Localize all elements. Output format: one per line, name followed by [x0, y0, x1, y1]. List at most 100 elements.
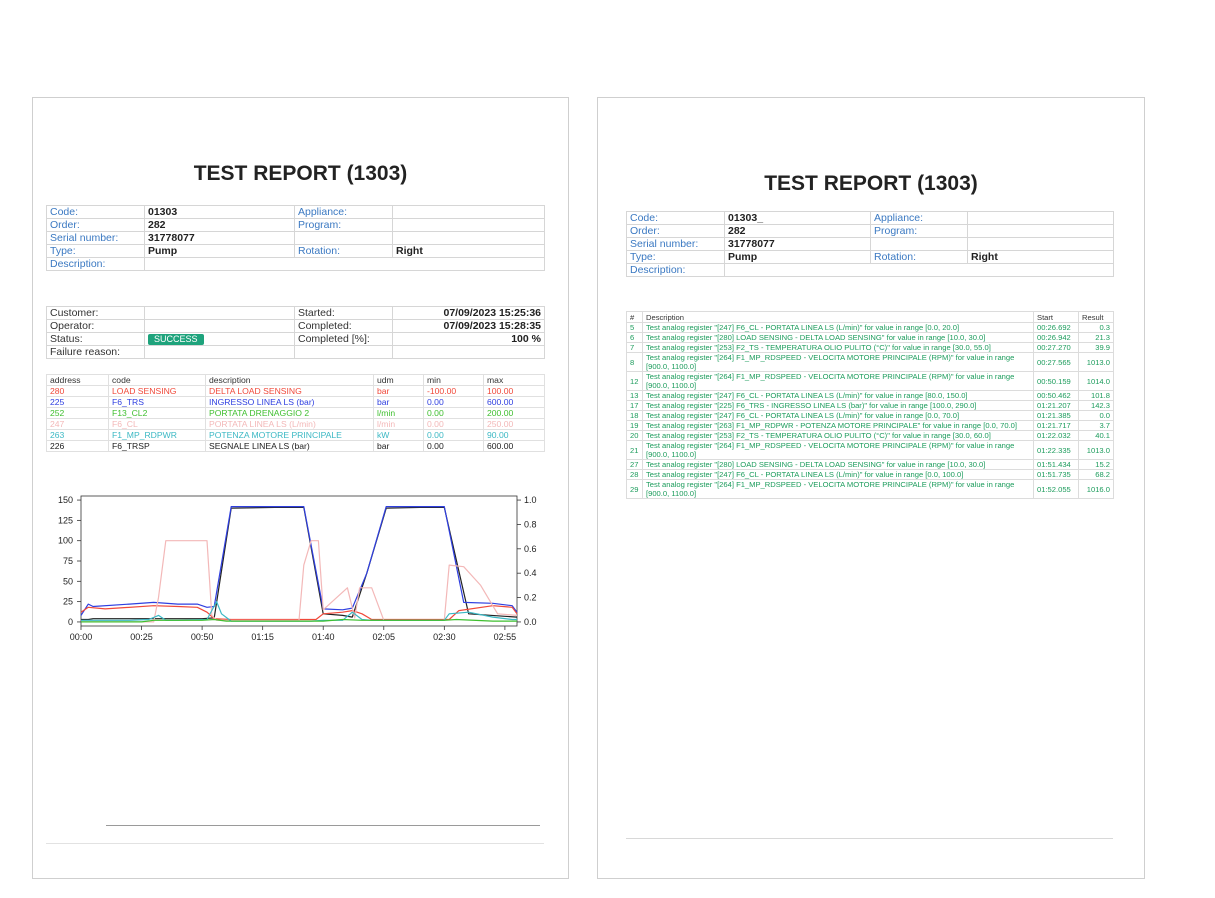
step-row: 8 Test analog register "[264] F1_MP_RDSPE…	[626, 352, 1114, 372]
col-address: address	[46, 374, 109, 386]
register-max: 90.00	[483, 429, 545, 441]
col-code: code	[108, 374, 206, 386]
step-n: 12	[626, 371, 643, 391]
register-code: F13_CL2	[108, 407, 206, 419]
step-row: 12 Test analog register "[264] F1_MP_RDSP…	[626, 371, 1114, 391]
y-left-tick-label: 75	[63, 556, 73, 566]
register-row: 226 F6_TRSP SEGNALE LINEA LS (bar) bar 0.00 6…	[46, 440, 545, 452]
step-row: 6 Test analog register "[280] LOAD SENSIN…	[626, 332, 1114, 343]
status-table: Customer: Started: 07/09/2023 15:25:36 O…	[46, 306, 545, 359]
step-desc: Test analog register "[247] F6_CL - PORT…	[642, 322, 1034, 333]
series-line	[81, 540, 518, 623]
code-value: 01303_	[724, 211, 871, 225]
step-desc: Test analog register "[247] F6_CL - PORT…	[642, 410, 1034, 421]
step-n: 21	[626, 440, 643, 460]
y-left-tick-label: 0	[68, 617, 73, 627]
appliance-value	[392, 205, 545, 219]
register-min: 0.00	[423, 396, 484, 408]
info-row-code: Code: 01303_ Appliance:	[626, 211, 1114, 225]
step-desc: Test analog register "[263] F1_MP_RDPWR …	[642, 420, 1034, 431]
y-left-tick-label: 150	[58, 495, 73, 505]
report-title: TEST REPORT (1303)	[764, 172, 978, 195]
status-row-failure: Failure reason:	[46, 345, 545, 359]
step-result: 1014.0	[1078, 371, 1114, 391]
operator-label: Operator:	[46, 319, 145, 333]
register-max: 200.00	[483, 407, 545, 419]
info-table: Code: 01303_ Appliance: Order: 282 Progr…	[626, 211, 1114, 277]
description-value	[144, 257, 545, 271]
type-label: Type:	[46, 244, 145, 258]
col-step-result: Result	[1078, 311, 1114, 323]
register-min: 0.00	[423, 429, 484, 441]
trend-chart: 0 25 50 75 100 125 150 0.0 0.2 0.4 0.6 0.8 1.0 00:00 0…	[58, 495, 537, 642]
info-row-code: Code: 01303 Appliance:	[46, 205, 545, 219]
step-start: 01:22.032	[1033, 430, 1079, 441]
register-code: F6_TRSP	[108, 440, 206, 452]
rotation-label: Rotation:	[294, 244, 393, 258]
step-n: 20	[626, 430, 643, 441]
empty-cell	[294, 231, 393, 245]
order-label: Order:	[626, 224, 725, 238]
completed-value: 07/09/2023 15:28:35	[392, 319, 545, 333]
register-code: LOAD SENSING	[108, 385, 206, 397]
serial-label: Serial number:	[46, 231, 145, 245]
completed-pct-label: Completed [%]:	[294, 332, 393, 346]
steps-table: # Description Start Result 5 Test analog …	[626, 311, 1114, 499]
rotation-value: Right	[967, 250, 1114, 264]
report-page-2: TEST REPORT (1303) Code: 01303_ Applianc…	[597, 97, 1145, 879]
step-desc: Test analog register "[247] F6_CL - PORT…	[642, 469, 1034, 480]
col-max: max	[483, 374, 545, 386]
serial-value: 31778077	[724, 237, 871, 251]
step-row: 7 Test analog register "[253] F2_TS - TEM…	[626, 342, 1114, 353]
rotation-label: Rotation:	[870, 250, 968, 264]
program-label: Program:	[294, 218, 393, 232]
program-value	[392, 218, 545, 232]
register-address: 263	[46, 429, 109, 441]
completed-label: Completed:	[294, 319, 393, 333]
code-label: Code:	[46, 205, 145, 219]
program-label: Program:	[870, 224, 968, 238]
step-start: 00:27.270	[1033, 342, 1079, 353]
code-value: 01303	[144, 205, 295, 219]
step-desc: Test analog register "[264] F1_MP_RDSPEE…	[642, 440, 1034, 460]
info-row-description: Description:	[626, 263, 1114, 277]
step-result: 1016.0	[1078, 479, 1114, 499]
y-right-tick-label: 0.2	[524, 593, 537, 603]
step-n: 19	[626, 420, 643, 431]
step-n: 5	[626, 322, 643, 333]
appliance-label: Appliance:	[294, 205, 393, 219]
col-step-description: Description	[642, 311, 1034, 323]
signature-line	[106, 825, 540, 826]
step-row: 21 Test analog register "[264] F1_MP_RDSP…	[626, 440, 1114, 460]
step-result: 142.3	[1078, 400, 1114, 411]
step-start: 01:52.055	[1033, 479, 1079, 499]
step-n: 17	[626, 400, 643, 411]
type-value: Pump	[724, 250, 871, 264]
series-line	[81, 618, 517, 623]
step-desc: Test analog register "[247] F6_CL - PORT…	[642, 390, 1034, 401]
serial-value: 31778077	[144, 231, 295, 245]
register-min: -100.00	[423, 385, 484, 397]
register-udm: bar	[373, 385, 424, 397]
failure-value	[144, 345, 295, 359]
register-udm: bar	[373, 440, 424, 452]
y-left-tick-label: 125	[58, 515, 73, 525]
y-right-tick-label: 1.0	[524, 495, 537, 505]
col-min: min	[423, 374, 484, 386]
step-n: 29	[626, 479, 643, 499]
info-row-type: Type: Pump Rotation: Right	[626, 250, 1114, 264]
description-label: Description:	[626, 263, 725, 277]
empty-cell	[392, 231, 545, 245]
register-max: 600.00	[483, 396, 545, 408]
register-min: 0.00	[423, 418, 484, 430]
steps-header-row: # Description Start Result	[626, 311, 1114, 323]
step-row: 18 Test analog register "[247] F6_CL - PO…	[626, 410, 1114, 421]
register-description: PORTATA DRENAGGIO 2	[205, 407, 374, 419]
register-description: POTENZA MOTORE PRINCIPALE	[205, 429, 374, 441]
register-description: SEGNALE LINEA LS (bar)	[205, 440, 374, 452]
step-row: 13 Test analog register "[247] F6_CL - PO…	[626, 390, 1114, 401]
register-row: 225 F6_TRS INGRESSO LINEA LS (bar) bar 0.00 6…	[46, 396, 545, 408]
info-row-order: Order: 282 Program:	[46, 218, 545, 232]
status-row-status: Status: SUCCESS Completed [%]: 100 %	[46, 332, 545, 346]
y-left-tick-label: 50	[63, 576, 73, 586]
